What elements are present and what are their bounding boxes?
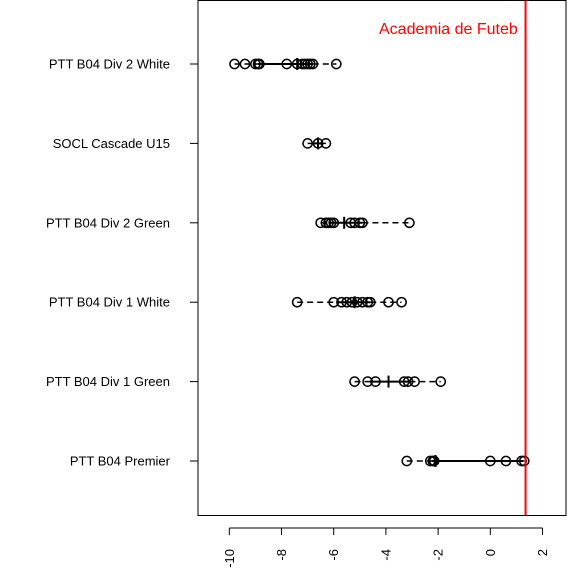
data-point xyxy=(349,376,360,387)
data-point xyxy=(396,296,407,308)
data-point xyxy=(362,376,373,387)
data-point xyxy=(398,376,410,387)
x-tick-label: -4 xyxy=(378,549,393,561)
data-point xyxy=(315,217,327,229)
y-tick-label: PTT B04 Premier xyxy=(70,454,171,469)
data-point xyxy=(383,296,394,308)
data-point xyxy=(229,58,240,70)
data-point xyxy=(351,296,363,308)
x-tick-label: -2 xyxy=(431,549,446,561)
reference-label: Academia de Futeb xyxy=(379,21,518,38)
y-tick-label: PTT B04 Div 1 White xyxy=(49,295,170,310)
data-point xyxy=(307,58,319,70)
data-point xyxy=(357,217,368,229)
data-point xyxy=(336,296,347,308)
y-tick-label: PTT B04 Div 2 White xyxy=(49,57,170,72)
x-axis: -10 -8 -6 -4 -2 0 2 xyxy=(222,527,550,568)
plot-frame xyxy=(197,0,567,516)
data-point xyxy=(341,296,353,308)
series-row xyxy=(229,58,342,70)
y-tick-label: PTT B04 Div 1 Green xyxy=(46,374,170,389)
data-point xyxy=(302,138,313,149)
data-point xyxy=(330,58,342,70)
data-point xyxy=(484,455,496,467)
data-point xyxy=(281,58,293,70)
x-tick-label: -10 xyxy=(222,549,237,568)
x-tick-label: -6 xyxy=(326,549,341,561)
data-point xyxy=(253,58,265,70)
data-point xyxy=(291,58,303,70)
y-axis: PTT B04 Div 2 White SOCL Cascade U15 PTT B… xyxy=(46,57,198,469)
data-point xyxy=(518,455,530,467)
reference-layer: Academia de Futeb xyxy=(379,0,527,516)
data-point xyxy=(364,296,376,308)
data-point xyxy=(357,296,368,308)
x-tick-label: 0 xyxy=(483,549,498,556)
y-tick-label: SOCL Cascade U15 xyxy=(53,136,170,151)
series-layer xyxy=(229,58,530,467)
series-row xyxy=(401,455,530,467)
x-tick-label: -8 xyxy=(274,549,289,561)
data-point xyxy=(291,296,303,308)
data-point xyxy=(328,296,340,308)
series-row xyxy=(315,216,415,229)
y-tick-label: PTT B04 Div 2 Green xyxy=(46,215,170,230)
data-point xyxy=(312,138,324,149)
series-row xyxy=(349,375,447,388)
data-point xyxy=(320,138,332,149)
x-tick-label: 2 xyxy=(535,549,550,556)
series-row xyxy=(291,296,407,309)
data-point xyxy=(435,376,447,387)
data-point xyxy=(401,455,413,467)
data-point xyxy=(239,58,251,70)
data-point xyxy=(500,455,512,467)
data-point xyxy=(402,376,414,387)
data-point xyxy=(346,296,358,308)
data-point xyxy=(404,217,415,229)
data-point xyxy=(328,217,340,229)
data-point xyxy=(349,217,360,229)
data-point xyxy=(428,455,440,467)
series-row xyxy=(302,137,332,150)
data-point xyxy=(370,376,381,387)
data-point xyxy=(409,376,420,387)
